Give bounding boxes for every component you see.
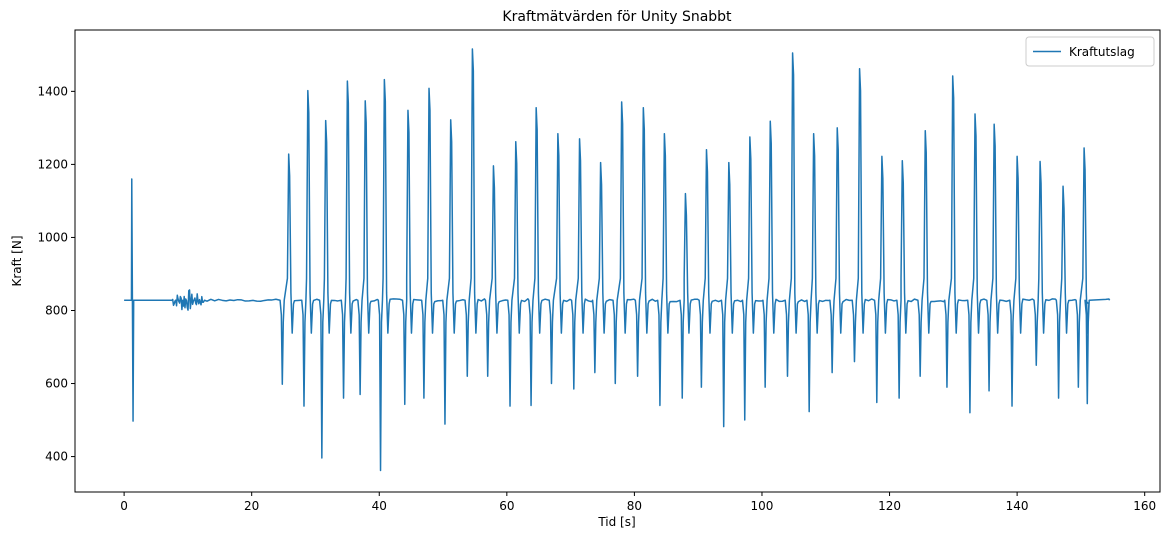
x-tick-label: 60 xyxy=(499,499,514,513)
y-tick-label: 400 xyxy=(45,450,68,464)
plot-frame xyxy=(74,29,1161,493)
x-tick-label: 100 xyxy=(751,499,774,513)
legend-box xyxy=(1025,36,1155,67)
x-tick-label: 20 xyxy=(244,499,259,513)
x-tick-label: 160 xyxy=(1133,499,1156,513)
x-tick-label: 140 xyxy=(1006,499,1029,513)
plot-area xyxy=(74,29,1161,493)
x-tick-label: 120 xyxy=(878,499,901,513)
chart-title: Kraftmätvärden för Unity Snabbt xyxy=(502,9,732,25)
x-tick-label: 0 xyxy=(120,499,128,513)
x-tick-label: 80 xyxy=(627,499,642,513)
legend-label-kraftutslag: Kraftutslag xyxy=(1069,45,1135,59)
y-tick-label: 1200 xyxy=(37,157,68,171)
y-tick-label: 1400 xyxy=(37,84,68,98)
y-axis: 400 600 800 1000 1200 1400 xyxy=(37,84,75,464)
y-tick-label: 800 xyxy=(45,303,68,317)
y-tick-label: 600 xyxy=(45,377,68,391)
y-tick-label: 1000 xyxy=(37,230,68,244)
legend: Kraftutslag xyxy=(1025,36,1155,67)
x-axis: 0 20 40 60 80 100 120 140 160 xyxy=(120,492,1156,513)
x-tick-label: 40 xyxy=(372,499,387,513)
series-line-kraftutslag xyxy=(124,48,1111,472)
x-axis-label: Tid [s] xyxy=(597,515,635,529)
y-axis-label: Kraft [N] xyxy=(10,235,24,286)
